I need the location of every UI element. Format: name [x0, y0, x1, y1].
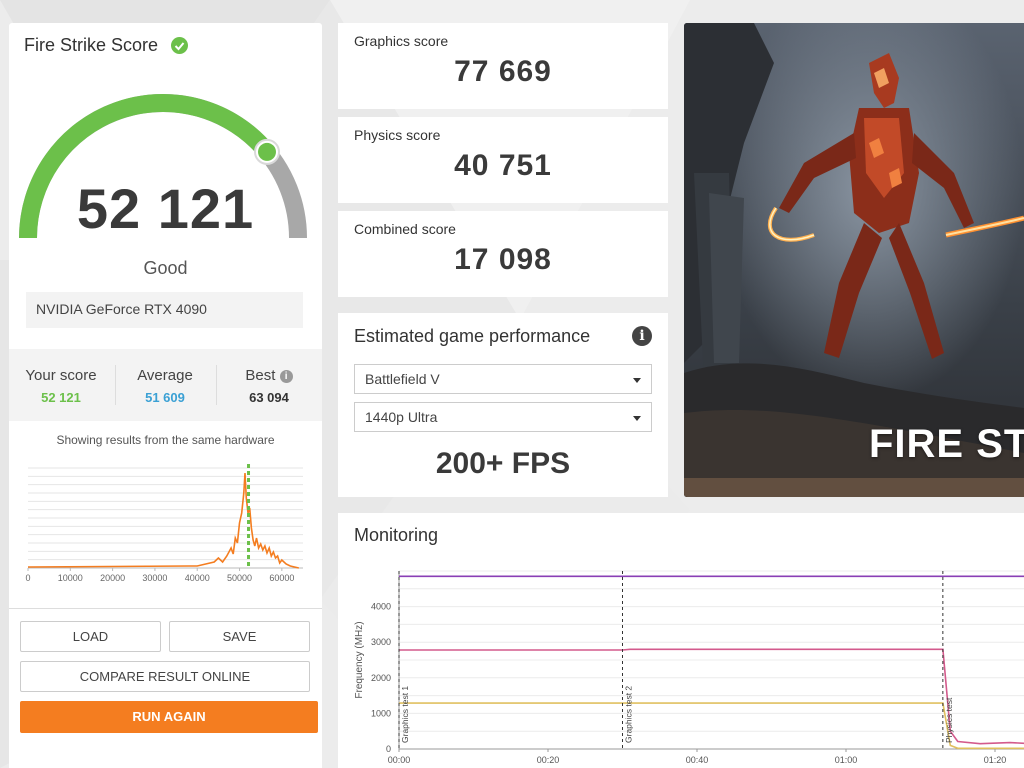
gpu-name: NVIDIA GeForce RTX 4090 [26, 292, 303, 328]
monitoring-y-tick-label: 1000 [371, 708, 391, 718]
divider [115, 365, 116, 405]
combined-score-value: 17 098 [454, 243, 552, 276]
overall-score: 52 121 [76, 177, 255, 240]
monitoring-x-tick-label: 00:20 [537, 755, 560, 765]
histogram-tick-label: 10000 [58, 573, 83, 583]
combined-score-card: Combined score 17 098 [338, 211, 668, 297]
histogram-tick-label: 50000 [227, 573, 252, 583]
save-button[interactable]: SAVE [169, 621, 310, 652]
best-label-row: Best i [217, 367, 321, 384]
graphics-score-card: Graphics score 77 669 [338, 23, 668, 109]
score-title: Fire Strike Score [24, 35, 159, 55]
creature-figure [779, 53, 974, 359]
divider [9, 608, 322, 609]
histogram-series-line [27, 472, 299, 569]
score-rating: Good [143, 258, 188, 278]
score-comparison: Your score 52 121 Average 51 609 Best i … [9, 349, 322, 421]
hero-artwork [684, 23, 1024, 497]
monitoring-series-line [399, 648, 1024, 745]
preset-select[interactable]: 1440p Ultra [354, 402, 652, 432]
histogram-tick-label: 0 [25, 573, 30, 583]
score-gauge [19, 94, 307, 239]
physics-score-card: Physics score 40 751 [338, 117, 668, 203]
test-phase-label: Graphics test 2 [624, 686, 634, 743]
your-score-stat: Your score 52 121 [9, 349, 113, 405]
monitoring-y-tick-label: 2000 [371, 673, 391, 683]
compare-result-online-button[interactable]: COMPARE RESULT ONLINE [20, 661, 310, 692]
game-select[interactable]: Battlefield V [354, 364, 652, 394]
average-value: 51 609 [145, 390, 185, 405]
physics-score-label: Physics score [354, 127, 441, 143]
monitoring-x-tick-label: 01:00 [835, 755, 858, 765]
test-phase-label: Physics test [944, 697, 954, 743]
monitoring-x-tick-label: 01:20 [984, 755, 1007, 765]
histogram-tick-label: 20000 [100, 573, 125, 583]
check-circle-icon [171, 37, 188, 54]
gauge-fill [19, 94, 274, 239]
best-label: Best [245, 367, 276, 384]
fire-strike-hero-image: FIRE STRIKE [684, 23, 1024, 497]
test-phase-label: Graphics test 1 [400, 686, 410, 743]
average-stat: Average 51 609 [113, 349, 217, 405]
score-distribution-chart: 0 10000 20000 30000 40000 50000 60000 [25, 464, 303, 583]
gauge-knob-center [258, 142, 276, 161]
histogram-tick-label: 60000 [269, 573, 294, 583]
run-again-button[interactable]: RUN AGAIN [20, 701, 318, 733]
caret-down-icon [633, 378, 641, 383]
graphics-score-label: Graphics score [354, 33, 449, 49]
divider [216, 365, 217, 405]
info-icon[interactable]: i [632, 326, 652, 346]
your-score-value: 52 121 [41, 390, 81, 405]
monitoring-panel: Monitoring 0 1000 2000 3000 4000 Frequency (M… [338, 513, 1024, 768]
histogram-tick-label: 40000 [185, 573, 210, 583]
average-label: Average [137, 367, 193, 384]
estimated-performance-title: Estimated game performance [354, 326, 591, 346]
info-icon[interactable]: i [279, 370, 293, 383]
caret-down-icon [633, 416, 641, 421]
monitoring-chart: 0 1000 2000 3000 4000 Frequency (MHz) 00:00 00:… [354, 570, 1024, 765]
histogram-tick-label: 30000 [142, 573, 167, 583]
monitoring-x-tick-label: 00:40 [686, 755, 709, 765]
combined-score-label: Combined score [354, 221, 456, 237]
monitoring-title: Monitoring [354, 525, 439, 545]
your-score-label: Your score [25, 367, 97, 384]
score-panel: Fire Strike Score 52 121 Good NVIDIA GeF… [9, 23, 322, 768]
monitoring-y-tick-label: 0 [386, 744, 391, 754]
load-button[interactable]: LOAD [20, 621, 161, 652]
best-stat: Best i 63 094 [217, 349, 321, 405]
graphics-score-value: 77 669 [454, 55, 552, 88]
best-value: 63 094 [249, 390, 289, 405]
physics-score-value: 40 751 [454, 149, 552, 182]
showing-results-text: Showing results from the same hardware [56, 433, 275, 447]
estimated-fps: 200+ FPS [435, 447, 571, 480]
game-select-value: Battlefield V [365, 371, 440, 387]
estimated-game-performance: Estimated game performance i Battlefield… [338, 313, 668, 497]
monitoring-series-line [399, 702, 1024, 750]
monitoring-y-axis-label: Frequency (MHz) [354, 621, 365, 698]
hero-title: FIRE STRIKE [869, 422, 1024, 466]
monitoring-x-tick-label: 00:00 [388, 755, 411, 765]
preset-select-value: 1440p Ultra [365, 409, 438, 425]
monitoring-y-tick-label: 4000 [371, 602, 391, 612]
monitoring-y-tick-label: 3000 [371, 637, 391, 647]
